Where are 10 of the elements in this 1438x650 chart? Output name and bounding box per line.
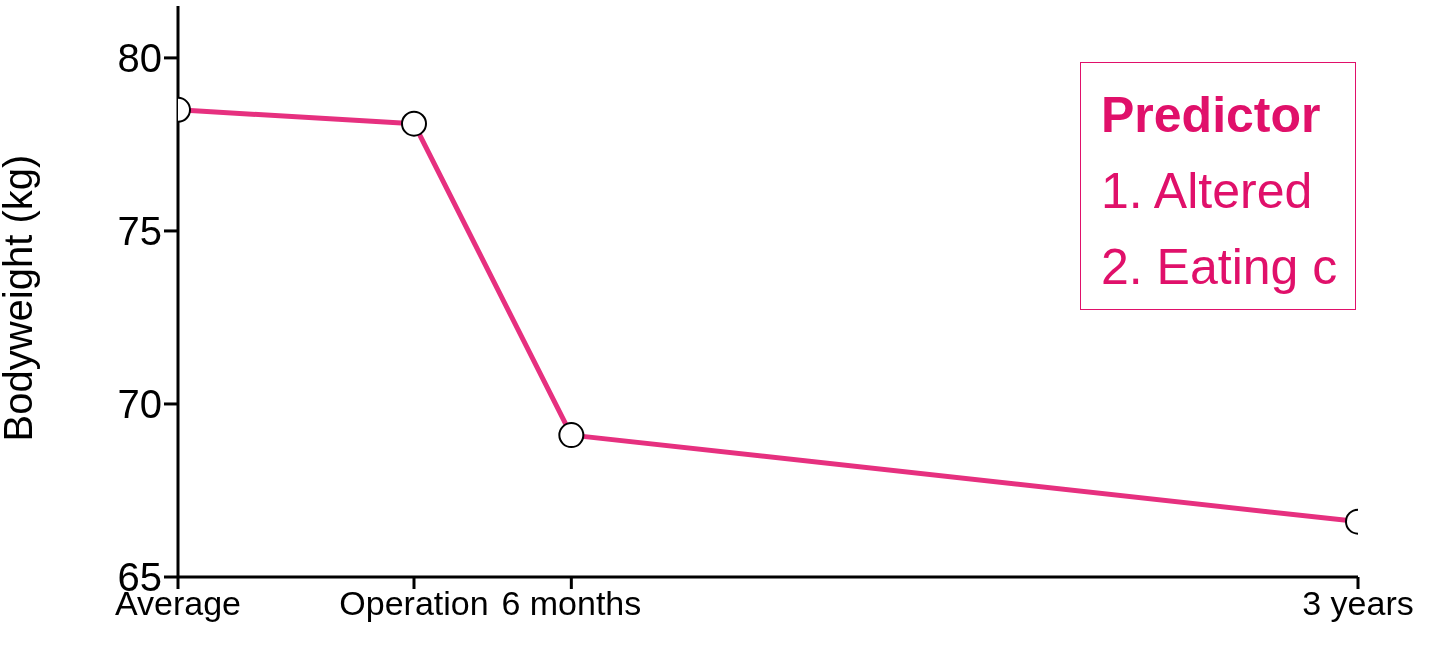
y-tick-label: 70	[117, 382, 162, 427]
y-tick-label: 80	[117, 36, 162, 81]
annotation: Predictor	[1101, 86, 1322, 145]
y-axis-title: Bodyweight (kg)	[0, 154, 41, 442]
x-tick-label: 6 months	[501, 584, 642, 623]
annotation: 1. Altered	[1101, 162, 1314, 221]
x-tick-label: Operation	[339, 584, 489, 623]
x-tick-label: 3 years	[1302, 584, 1414, 623]
annotation: 2. Eating c	[1101, 238, 1338, 297]
y-tick-label: 75	[117, 209, 162, 254]
